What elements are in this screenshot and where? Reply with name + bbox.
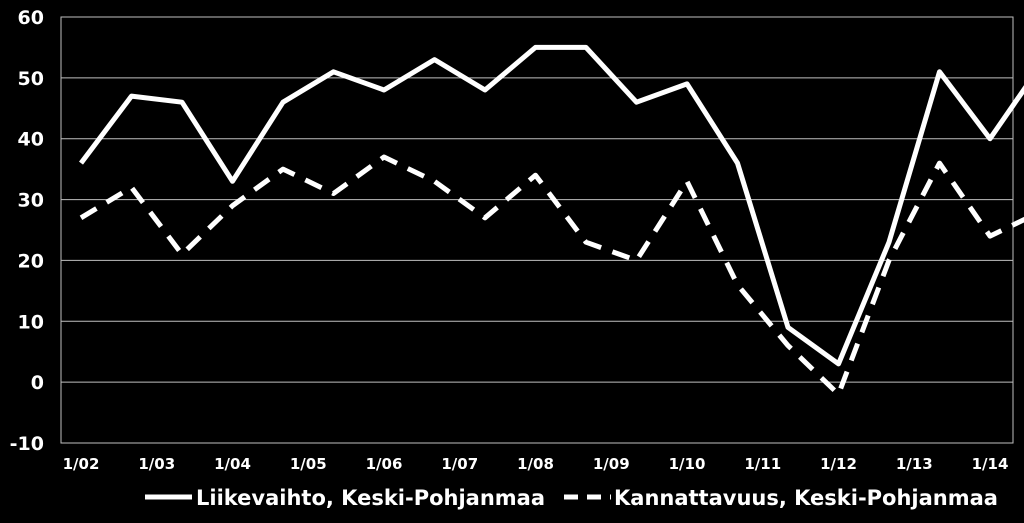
y-tick-label: 40 [18,129,44,151]
series-lines [79,44,1024,397]
x-tick-label: 1/08 [517,455,554,473]
x-tick-label: 1/06 [366,455,403,473]
y-tick-label: 10 [18,311,44,333]
x-tick-label: 1/13 [896,455,933,473]
x-tick-label: 1/10 [669,455,706,473]
x-tick-label: 1/11 [744,455,781,473]
grid [60,16,1014,444]
series-line-liikevaihto [79,44,1024,367]
legend: Liikevaihto, Keski-Pohjanmaa Kannattavuu… [145,486,998,510]
series-line-kannattavuus [79,154,1024,397]
y-axis: -10 0 10 20 30 40 50 60 [10,7,44,455]
plot-border [60,16,1014,444]
x-tick-label: 1/09 [593,455,630,473]
legend-label-liikevaihto: Liikevaihto, Keski-Pohjanmaa [196,486,545,510]
x-tick-label: 1/03 [138,455,175,473]
y-tick-label: -10 [10,433,44,455]
y-tick-label: 30 [18,190,44,212]
y-tick-label: 20 [18,250,44,272]
x-tick-label: 1/14 [972,455,1009,473]
x-tick-label: 1/04 [214,455,251,473]
y-tick-label: 50 [18,68,44,90]
x-axis: 1/02 1/03 1/04 1/05 1/06 1/07 1/08 1/09 1/10 1/11… [63,455,1009,473]
x-tick-label: 1/07 [441,455,478,473]
x-tick-label: 1/05 [290,455,327,473]
y-tick-label: 60 [18,7,44,29]
x-tick-label: 1/12 [820,455,857,473]
y-tick-label: 0 [31,372,44,394]
x-tick-label: 1/02 [63,455,100,473]
legend-label-kannattavuus: Kannattavuus, Keski-Pohjanmaa [614,486,998,510]
